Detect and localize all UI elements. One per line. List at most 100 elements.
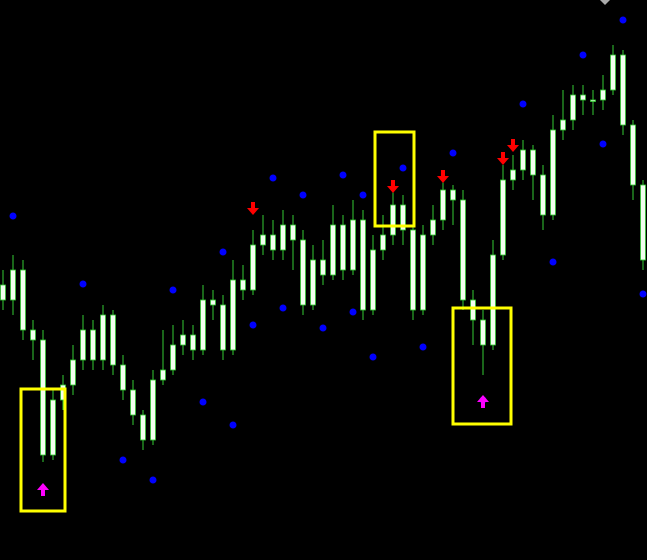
sar-dot — [249, 321, 257, 329]
candle-body — [630, 124, 636, 186]
sell-arrow — [387, 180, 399, 193]
sar-dot — [599, 140, 607, 148]
candle-body — [480, 319, 486, 346]
candle-body — [300, 239, 306, 306]
sar-dot — [319, 324, 327, 332]
scroll-marker — [600, 0, 610, 5]
candle-body — [400, 204, 406, 231]
highlight-box — [451, 306, 513, 426]
candle-body — [100, 314, 106, 361]
sar-dot — [349, 308, 357, 316]
candle-body — [500, 179, 506, 256]
sar-dot — [639, 290, 647, 298]
candle-body — [390, 204, 396, 236]
candle-body — [360, 219, 366, 311]
sar-dot — [9, 212, 17, 220]
sar-dot — [299, 191, 307, 199]
candle-body — [250, 244, 256, 291]
candle-body — [530, 149, 536, 176]
candle-body — [550, 129, 556, 216]
candle-body — [40, 339, 46, 456]
candle-body — [460, 199, 466, 301]
candle-body — [450, 189, 456, 201]
candle-body — [560, 119, 566, 131]
sar-dot — [169, 286, 177, 294]
candle-body — [420, 234, 426, 311]
sar-dot — [399, 164, 407, 172]
candle-body — [80, 329, 86, 361]
sar-dot — [339, 171, 347, 179]
candle-body — [570, 94, 576, 121]
plot-area — [0, 16, 647, 496]
candle-body — [160, 369, 166, 381]
sell-arrow — [437, 170, 449, 183]
candle-body — [210, 299, 216, 306]
highlight-box — [19, 387, 67, 513]
sar-dot — [79, 280, 87, 288]
sar-dot — [279, 304, 287, 312]
candle-body — [340, 224, 346, 271]
candle-body — [280, 224, 286, 251]
candle-body — [260, 234, 266, 246]
candle-body — [0, 284, 6, 301]
sar-dot — [359, 191, 367, 199]
candle-body — [410, 229, 416, 311]
candle-body — [580, 94, 586, 101]
candle-body — [330, 224, 336, 276]
candle-body — [130, 389, 136, 416]
candle-body — [170, 344, 176, 371]
candle-body — [380, 234, 386, 251]
candle-body — [140, 414, 146, 441]
candle-body — [620, 54, 626, 126]
sar-dot — [619, 16, 627, 24]
candle-body — [240, 279, 246, 291]
candle-body — [370, 249, 376, 311]
sar-dot — [449, 149, 457, 157]
candle-body — [180, 334, 186, 346]
candle-body — [590, 99, 596, 102]
candle-body — [230, 279, 236, 351]
candle-body — [20, 269, 26, 331]
sar-dot — [219, 248, 227, 256]
candle-body — [200, 299, 206, 351]
buy-arrow — [37, 483, 49, 496]
candle-body — [440, 189, 446, 221]
sar-dot — [119, 456, 127, 464]
candle-body — [50, 399, 56, 456]
sar-dot — [579, 51, 587, 59]
sar-dot — [269, 174, 277, 182]
sar-dot — [519, 100, 527, 108]
sell-arrow — [507, 139, 519, 152]
candle-body — [220, 304, 226, 351]
candle-body — [150, 379, 156, 441]
candle-body — [640, 184, 646, 261]
candle-body — [310, 259, 316, 306]
candle-body — [600, 89, 606, 101]
candle-body — [10, 269, 16, 301]
candle-body — [270, 234, 276, 251]
candle-body — [540, 174, 546, 216]
highlight-box — [373, 130, 416, 228]
sar-dot — [419, 343, 427, 351]
sar-dot — [199, 398, 207, 406]
candle-body — [70, 359, 76, 386]
candle-body — [610, 54, 616, 91]
candle-body — [120, 364, 126, 391]
candle-body — [110, 314, 116, 366]
sar-dot — [549, 258, 557, 266]
candle-body — [510, 169, 516, 181]
sell-arrow — [247, 202, 259, 215]
sar-dot — [229, 421, 237, 429]
candle-body — [290, 224, 296, 241]
candle-body — [430, 219, 436, 236]
sar-dot — [369, 353, 377, 361]
candle-body — [490, 254, 496, 346]
candle-body — [470, 299, 476, 321]
candle-body — [520, 149, 526, 171]
sell-arrow — [497, 152, 509, 165]
candle-body — [350, 219, 356, 271]
candle-body — [320, 259, 326, 276]
sar-dot — [149, 476, 157, 484]
